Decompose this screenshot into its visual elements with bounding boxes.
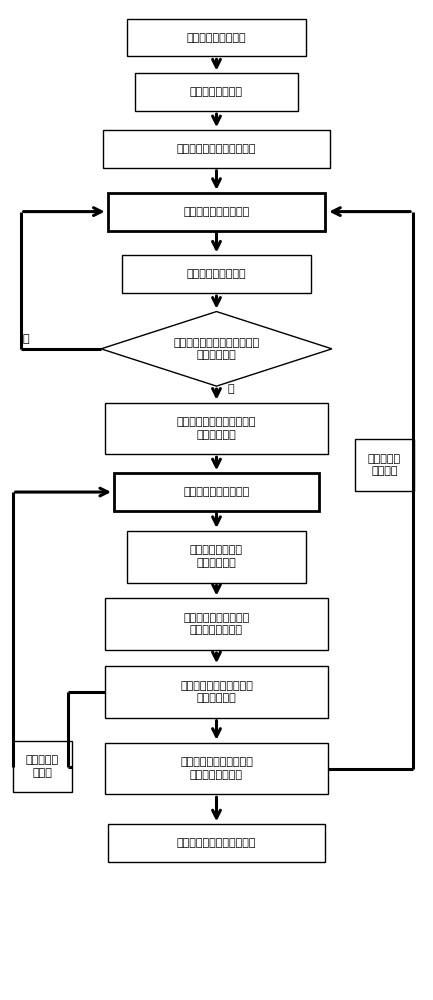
Bar — [114, 473, 319, 511]
Bar — [105, 403, 328, 454]
Bar — [105, 666, 328, 718]
Polygon shape — [101, 312, 332, 386]
Text: 提取副帧同步码数据: 提取副帧同步码数据 — [187, 269, 246, 279]
Bar — [135, 73, 298, 111]
Bar — [123, 255, 310, 293]
Text: 处理完一帧遥测原码数据
里的所有遥测参数: 处理完一帧遥测原码数据 里的所有遥测参数 — [180, 757, 253, 780]
Bar — [107, 824, 326, 862]
Text: 处理下一遥
测帧数据: 处理下一遥 测帧数据 — [368, 454, 401, 476]
Bar — [105, 598, 328, 650]
Bar — [105, 743, 328, 794]
Text: 计算一帧遥测原码数据长度: 计算一帧遥测原码数据长度 — [177, 144, 256, 154]
Text: 是: 是 — [227, 384, 234, 394]
Text: 根据结果计算公式处理参
数物理量结果: 根据结果计算公式处理参 数物理量结果 — [180, 681, 253, 703]
Bar — [107, 193, 326, 231]
Text: 根据原码提取公式计算
遥测参数原码数据: 根据原码提取公式计算 遥测参数原码数据 — [183, 613, 250, 636]
Bar — [103, 130, 330, 168]
Bar — [13, 741, 72, 792]
Text: 提取遥测时间原码并转换成
遥测时间结果: 提取遥测时间原码并转换成 遥测时间结果 — [177, 417, 256, 440]
Text: 处理完所有遥测帧原码数据: 处理完所有遥测帧原码数据 — [177, 838, 256, 848]
Bar — [127, 19, 306, 56]
Text: 提取对应遥测波道
号的原码数据: 提取对应遥测波道 号的原码数据 — [190, 545, 243, 568]
Text: 装订遥测参数信息: 装订遥测参数信息 — [190, 87, 243, 97]
Bar — [355, 439, 414, 491]
Text: 处理下一参
数数据: 处理下一参 数数据 — [26, 755, 59, 778]
Bar — [127, 531, 306, 583]
Text: 装订遥测数据帧信息: 装订遥测数据帧信息 — [187, 33, 246, 43]
Text: 提取一帧遥测原码数据: 提取一帧遥测原码数据 — [183, 207, 250, 217]
Text: 副帧同步码数据与副帧同步码
比较是否一致: 副帧同步码数据与副帧同步码 比较是否一致 — [174, 338, 259, 360]
Text: 提取一个遥测参数信息: 提取一个遥测参数信息 — [183, 487, 250, 497]
Text: 否: 否 — [23, 334, 29, 344]
